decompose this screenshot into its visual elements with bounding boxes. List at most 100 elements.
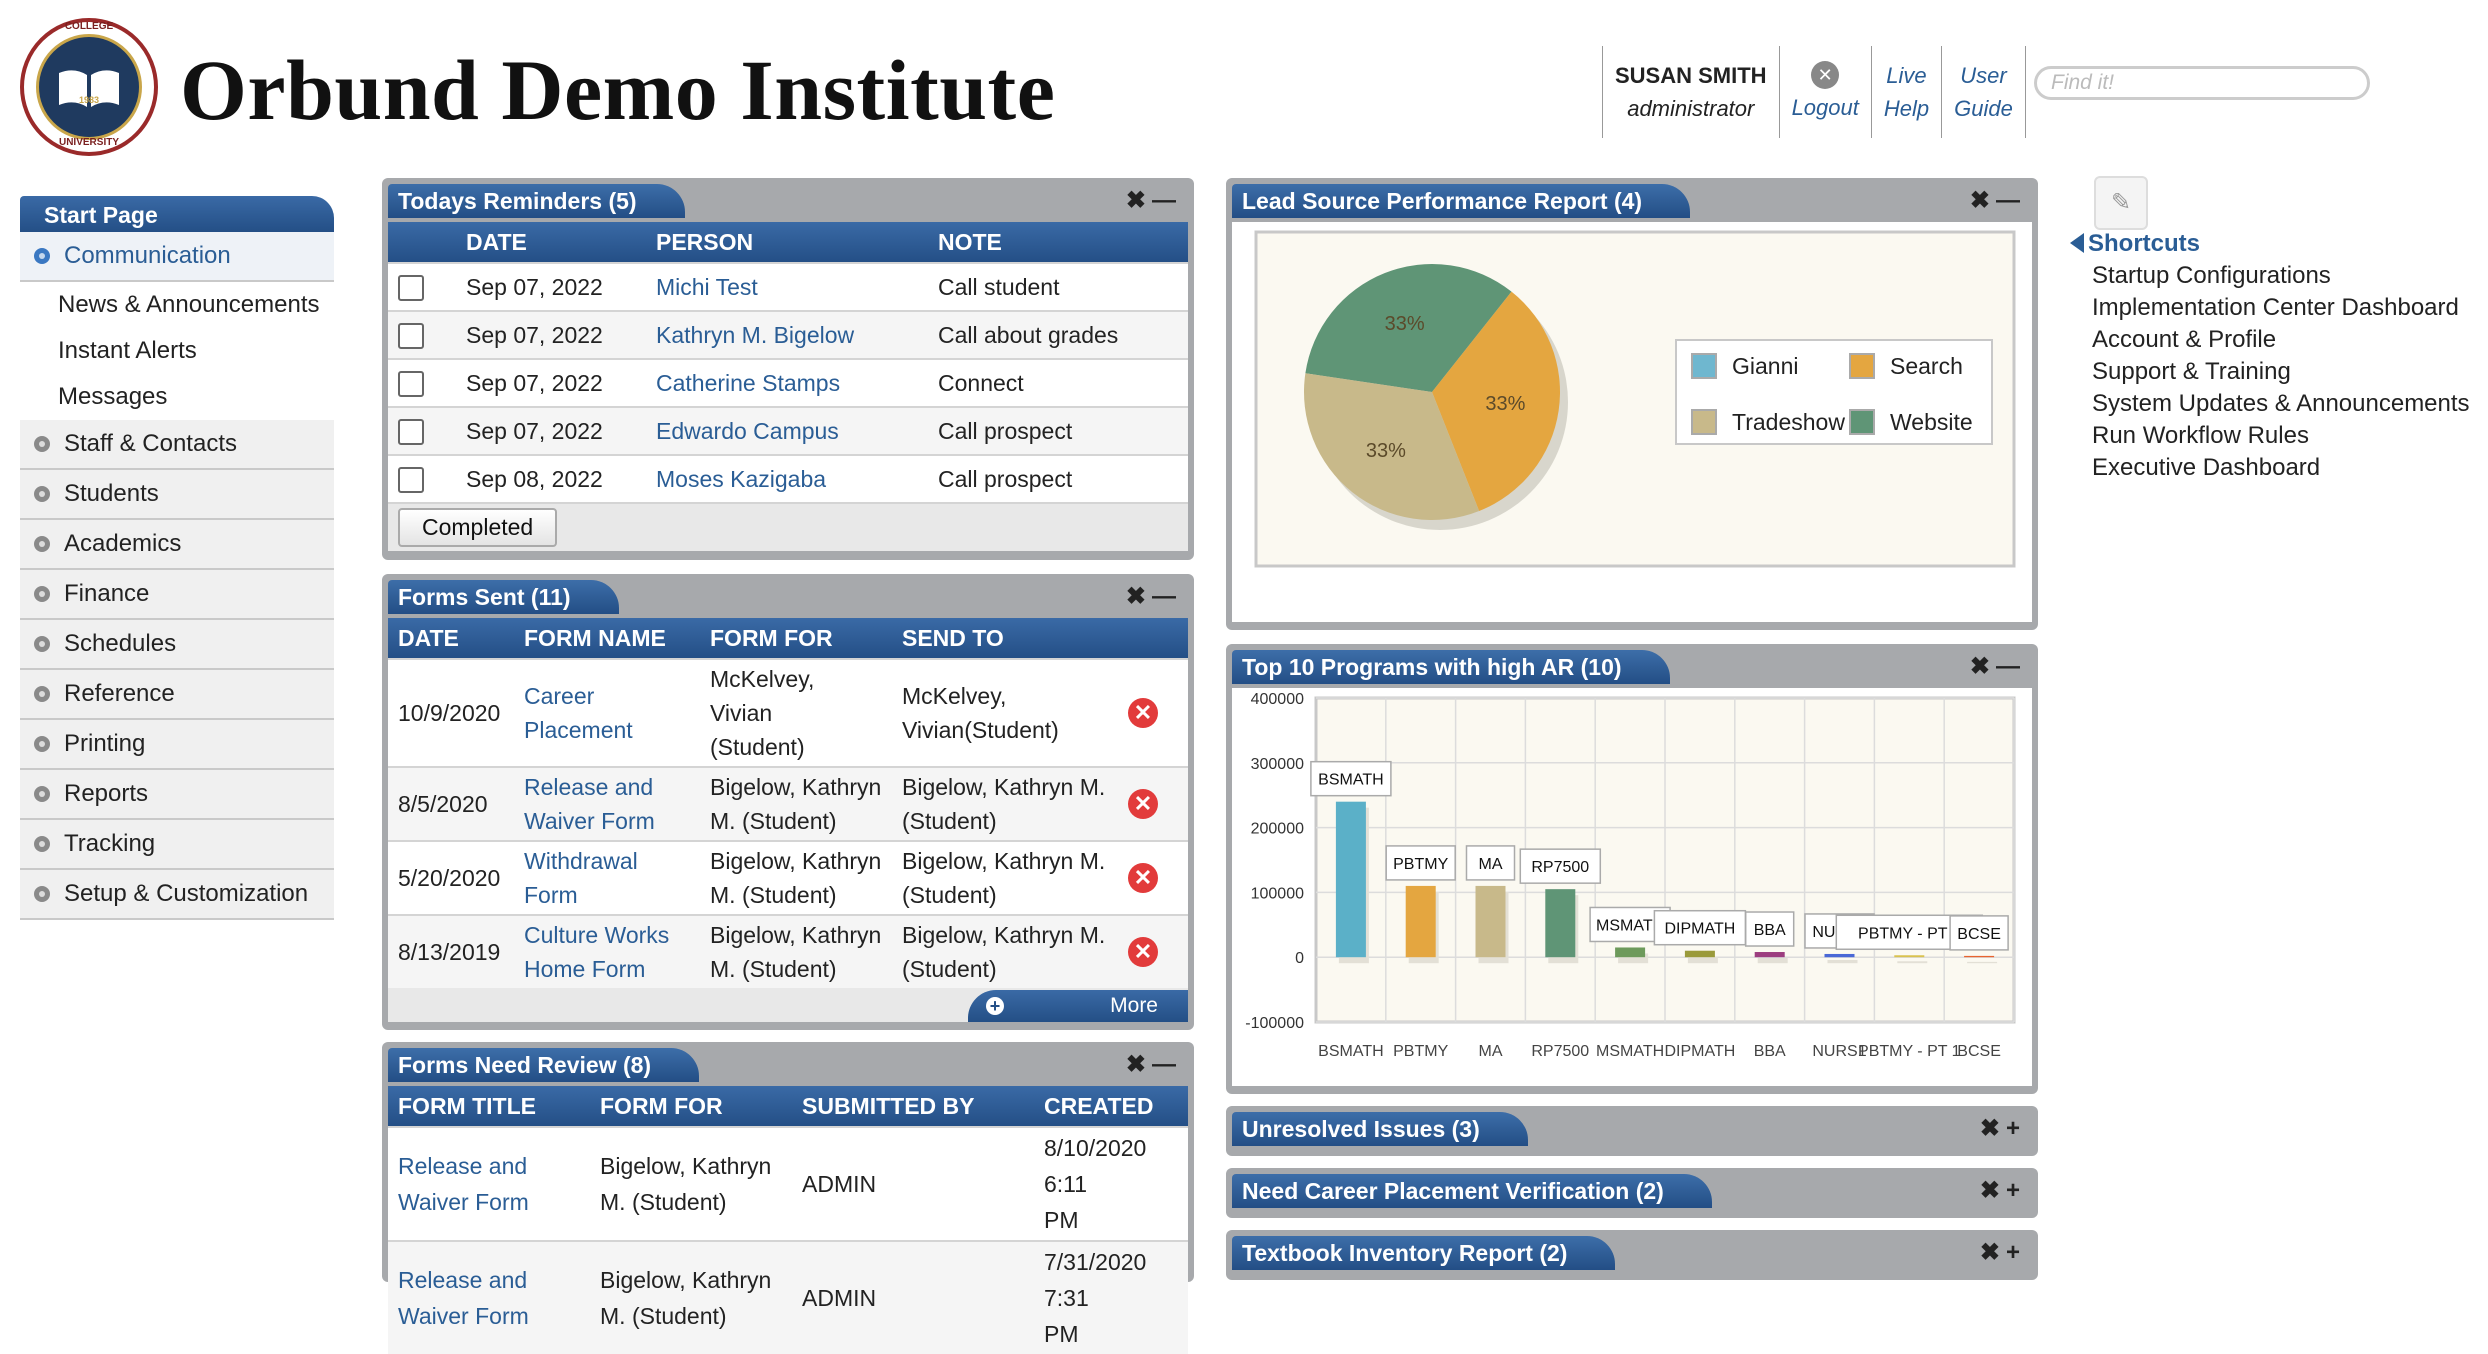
sidebar-item-communication[interactable]: Communication xyxy=(20,232,334,282)
more-button[interactable]: + More xyxy=(968,990,1188,1022)
delete-icon[interactable]: ✕ xyxy=(1128,789,1158,819)
shortcut-link[interactable]: System Updates & Announcements xyxy=(2092,390,2470,417)
live-help-link[interactable]: Live Help xyxy=(1872,46,1941,138)
panel-controls[interactable]: ✖+ xyxy=(1980,1236,2026,1270)
sidebar-item[interactable]: Tracking xyxy=(20,820,334,870)
form-name-link[interactable]: Home Form xyxy=(524,956,646,982)
form-title-link[interactable]: Release and xyxy=(398,1267,528,1293)
sidebar-item[interactable]: Reference xyxy=(20,670,334,720)
panel-title[interactable]: Need Career Placement Verification (2) xyxy=(1232,1174,1712,1208)
bar-data-label-box xyxy=(1465,845,1516,881)
shortcut-link[interactable]: Implementation Center Dashboard xyxy=(2092,294,2459,321)
sidebar-subitem-messages[interactable]: Messages xyxy=(20,374,334,420)
legend-swatch xyxy=(1691,353,1717,379)
shortcut-link[interactable]: Account & Profile xyxy=(2092,326,2277,353)
close-icon[interactable]: ✖ xyxy=(1979,1115,2006,1142)
sidebar-item[interactable]: Printing xyxy=(20,720,334,770)
close-icon[interactable]: ✖ xyxy=(1125,1051,1152,1078)
row-checkbox[interactable] xyxy=(398,322,424,349)
panel-controls[interactable]: ✖+ xyxy=(1980,1112,2026,1146)
live-help-line1[interactable]: Live xyxy=(1886,63,1927,88)
cell-date: Sep 07, 2022 xyxy=(456,358,646,407)
panel-controls[interactable]: ✖— xyxy=(1970,650,2026,684)
cell-note: Call student xyxy=(928,262,1188,311)
shortcuts-title[interactable]: Shortcuts xyxy=(2070,228,2470,260)
person-link[interactable]: Moses Kazigaba xyxy=(656,465,827,492)
panel-controls[interactable]: ✖+ xyxy=(1980,1174,2026,1208)
panel-title[interactable]: Textbook Inventory Report (2) xyxy=(1232,1236,1616,1270)
expand-icon[interactable]: + xyxy=(2005,1115,2026,1142)
live-help-line2[interactable]: Help xyxy=(1883,96,1930,121)
close-icon[interactable]: ✖ xyxy=(1125,583,1152,610)
form-title-link[interactable]: Release and xyxy=(398,1153,528,1179)
panel-controls[interactable]: ✖— xyxy=(1126,184,1182,218)
close-icon[interactable]: ✖ xyxy=(1125,187,1152,214)
top-programs-bar-chart: 400000 300000 200000 100000 0 -100000 BSMATH BS… xyxy=(1245,691,2016,1060)
shortcut-link[interactable]: Executive Dashboard xyxy=(2092,454,2321,481)
sidebar-item[interactable]: Reports xyxy=(20,770,334,820)
logout-icon[interactable]: ✕ xyxy=(1811,60,1840,89)
panel-title[interactable]: Unresolved Issues (3) xyxy=(1232,1112,1528,1146)
user-guide-link[interactable]: User Guide xyxy=(1942,46,2025,138)
minimize-icon[interactable]: — xyxy=(1152,1051,1182,1078)
form-name-link[interactable]: Form xyxy=(524,882,578,908)
user-guide-line2[interactable]: Guide xyxy=(1954,96,2013,121)
close-icon[interactable]: ✖ xyxy=(1979,1239,2006,1266)
form-title-link[interactable]: Waiver Form xyxy=(398,1189,529,1215)
minimize-icon[interactable]: — xyxy=(1152,583,1182,610)
cell-note: Call about grades xyxy=(928,310,1188,359)
legend-label: Website xyxy=(1890,409,1973,435)
close-icon[interactable]: ✖ xyxy=(1979,1177,2006,1204)
sidebar-item[interactable]: Academics xyxy=(20,520,334,570)
row-checkbox[interactable] xyxy=(398,466,424,493)
form-name-link[interactable]: Career xyxy=(524,683,595,709)
row-checkbox[interactable] xyxy=(398,274,424,301)
row-checkbox[interactable] xyxy=(398,370,424,397)
minimize-icon[interactable]: — xyxy=(1996,187,2026,214)
sidebar-subitem-news[interactable]: News & Announcements xyxy=(20,282,334,328)
completed-button[interactable]: Completed xyxy=(398,508,558,547)
sidebar-item[interactable]: Setup & Customization xyxy=(20,870,334,920)
delete-icon[interactable]: ✕ xyxy=(1128,863,1158,893)
person-link[interactable]: Michi Test xyxy=(656,273,758,300)
close-icon[interactable]: ✖ xyxy=(1969,187,1996,214)
shortcut-link[interactable]: Startup Configurations xyxy=(2092,262,2331,289)
expand-icon[interactable]: + xyxy=(2005,1177,2026,1204)
expand-icon[interactable]: + xyxy=(2005,1239,2026,1266)
shortcut-link[interactable]: Run Workflow Rules xyxy=(2092,422,2309,449)
minimize-icon[interactable]: — xyxy=(1996,653,2026,680)
delete-icon[interactable]: ✕ xyxy=(1128,698,1158,728)
panel-controls[interactable]: ✖— xyxy=(1126,1048,1182,1082)
logout-button[interactable]: ✕ Logout xyxy=(1780,46,1871,138)
edit-pencil-icon[interactable]: ✎ xyxy=(2094,176,2148,230)
sidebar-subitem-alerts[interactable]: Instant Alerts xyxy=(20,328,334,374)
sidebar-item[interactable]: Students xyxy=(20,470,334,520)
bar-data-label-box xyxy=(1385,845,1456,881)
sidebar-item[interactable]: Finance xyxy=(20,570,334,620)
sidebar-item-label: Schedules xyxy=(64,630,177,657)
logout-link[interactable]: Logout xyxy=(1791,94,1859,120)
bar-data-label: DIPMATH xyxy=(1664,921,1735,938)
pie-slice-search xyxy=(1432,291,1560,512)
close-icon[interactable]: ✖ xyxy=(1969,653,1996,680)
person-link[interactable]: Edwardo Campus xyxy=(656,417,839,444)
user-guide-line1[interactable]: User xyxy=(1960,63,2007,88)
sidebar-start-page[interactable]: Start Page xyxy=(20,196,334,232)
search-input[interactable]: Find it! xyxy=(2034,66,2370,100)
person-link[interactable]: Catherine Stamps xyxy=(656,369,841,396)
delete-icon[interactable]: ✕ xyxy=(1128,937,1158,967)
shortcut-link[interactable]: Support & Training xyxy=(2092,358,2291,385)
panel-controls[interactable]: ✖— xyxy=(1126,580,1182,614)
minimize-icon[interactable]: — xyxy=(1152,187,1182,214)
sidebar-item[interactable]: Staff & Contacts xyxy=(20,420,334,470)
form-title-link[interactable]: Waiver Form xyxy=(398,1303,529,1329)
panel-controls[interactable]: ✖— xyxy=(1970,184,2026,218)
form-name-link[interactable]: Release and xyxy=(524,774,654,800)
sidebar-item[interactable]: Schedules xyxy=(20,620,334,670)
form-name-link[interactable]: Waiver Form xyxy=(524,808,655,834)
person-link[interactable]: Kathryn M. Bigelow xyxy=(656,321,855,348)
form-name-link[interactable]: Culture Works xyxy=(524,922,670,948)
form-name-link[interactable]: Withdrawal xyxy=(524,848,638,874)
row-checkbox[interactable] xyxy=(398,418,424,445)
form-name-link[interactable]: Placement xyxy=(524,717,633,743)
